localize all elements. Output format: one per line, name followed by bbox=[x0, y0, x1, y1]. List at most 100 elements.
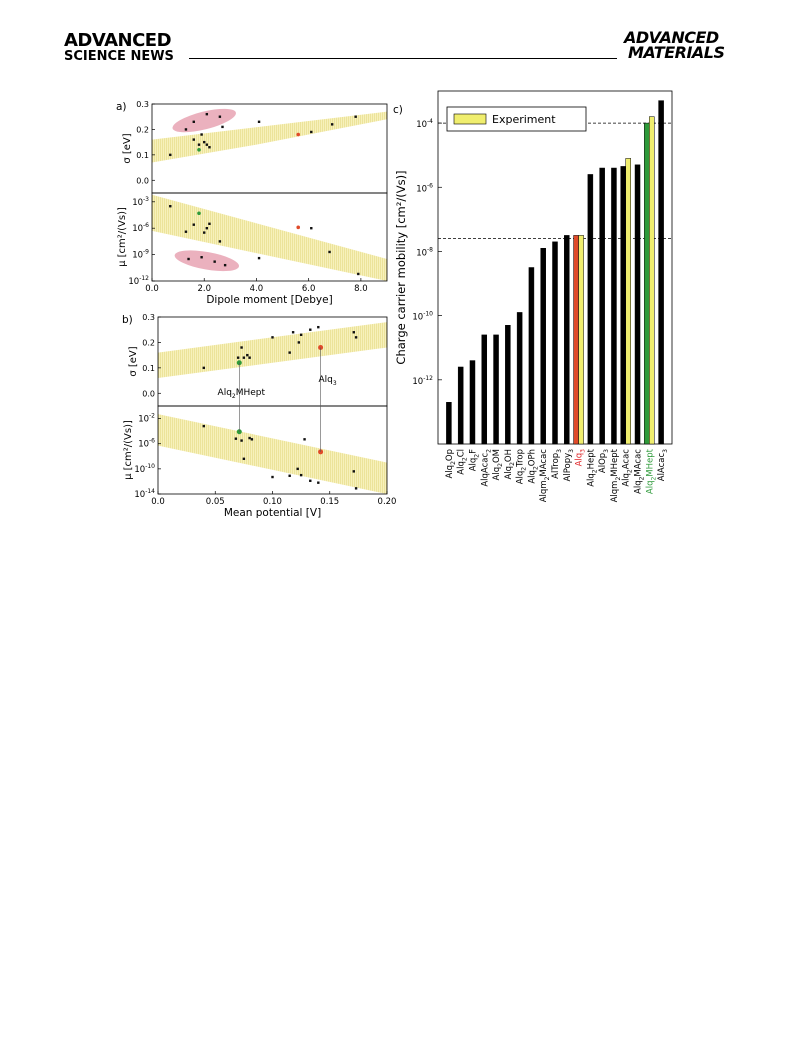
panel-c-category-label-sub: 2 bbox=[509, 462, 516, 466]
panel-c-ytick-label-exp: -10 bbox=[423, 311, 433, 318]
panel-c-bar-simulation bbox=[634, 164, 641, 445]
panel-c-category-label-rest: OM bbox=[492, 449, 502, 463]
panel-c-category-label-base: AlOp bbox=[598, 453, 608, 473]
panel-b-label-red-compound: Alq3 bbox=[318, 375, 336, 387]
panel-b-top-ytick-label: 0.1 bbox=[142, 364, 155, 373]
panel-a-bottom-point bbox=[310, 227, 313, 230]
panel-a-bottom-point bbox=[184, 230, 188, 233]
panel-b-bottom-point bbox=[248, 436, 251, 440]
panel-c-bar-simulation bbox=[493, 334, 499, 445]
panel-b-label-green-compound-sub: 2 bbox=[232, 393, 236, 400]
header-rule bbox=[189, 58, 617, 59]
panel-c-category-label-rest: Cl bbox=[457, 449, 467, 457]
panel-c-ytick-label: 10-12 bbox=[412, 375, 433, 387]
panel-a-top-point bbox=[203, 140, 206, 144]
panel-c-category-label-base: Alq bbox=[445, 465, 455, 479]
panel-b-bottom-point bbox=[317, 481, 320, 484]
panel-c-ytick-label-base: 10 bbox=[416, 184, 427, 194]
panel-c-category-label-base: Alq bbox=[468, 458, 478, 472]
panel-c-category-label-sub: 2 bbox=[485, 449, 492, 453]
panel-a-top-point bbox=[221, 125, 224, 129]
panel-b-bottom-xtick-label: 0.05 bbox=[206, 497, 225, 507]
panel-c-category-label: AlTrop3 bbox=[551, 449, 563, 479]
panel-a-top-ytick-label: 0.1 bbox=[136, 151, 149, 160]
panel-c-bar-simulation bbox=[481, 334, 488, 445]
panel-a-bottom-point bbox=[203, 231, 206, 234]
panel-c-category-label: Alq2OM bbox=[492, 449, 504, 480]
panel-a-top-ylabel: σ [eV] bbox=[122, 133, 133, 163]
panel-b-bottom-xtick-label: 0.0 bbox=[151, 497, 165, 507]
panel-b-top-point bbox=[291, 331, 295, 334]
panel-a-bottom-ytick-label-base: 10 bbox=[132, 198, 143, 208]
panel-c-category-label-base: Alqm bbox=[610, 481, 620, 503]
panel-b-bottom-ytick-label-base: 10 bbox=[138, 440, 149, 450]
panel-b-bottom-point bbox=[296, 467, 299, 471]
panel-c-legend-swatch bbox=[453, 113, 487, 125]
panel-a-bottom-ytick-label-exp: -3 bbox=[143, 196, 149, 203]
panel-b-bottom-point bbox=[234, 437, 238, 440]
panel-b-bottom-ytick-label: 10-10 bbox=[134, 463, 155, 475]
panel-c-ytick-label-exp: -12 bbox=[423, 375, 433, 382]
panel-b-bottom-xtick-label: 0.15 bbox=[320, 497, 339, 507]
panel-b-top-ytick-label: 0.3 bbox=[142, 313, 155, 322]
panel-a-bottom-ytick-label: 10-9 bbox=[132, 249, 149, 261]
panel-b-top-point bbox=[246, 353, 249, 357]
panel-a-top-cluster-ellipse bbox=[172, 108, 236, 133]
panel-a-bottom-point bbox=[169, 205, 172, 208]
panel-b-top-point bbox=[288, 351, 291, 354]
panel-b-top-point bbox=[299, 333, 303, 336]
panel-b-label-red-compound-sub: 3 bbox=[333, 380, 337, 387]
panel-b-top-ylabel: σ [eV] bbox=[128, 346, 139, 376]
panel-c-category-label: Alqm2MHept bbox=[610, 448, 622, 502]
panel-c-bar-simulation bbox=[516, 312, 523, 445]
panel-a-bottom-xtick-label: 2.0 bbox=[197, 284, 211, 294]
panel-c-category-label: Alq2MAcac bbox=[634, 449, 646, 494]
panel-c-ytick-label: 10-8 bbox=[416, 246, 433, 258]
panel-c-bar-experiment bbox=[649, 116, 655, 445]
panel-b-bottom-point bbox=[354, 487, 358, 490]
panel-c-bar-simulation bbox=[540, 247, 546, 445]
panel-a-bottom-ytick-label-base: 10 bbox=[132, 224, 143, 234]
panel-c-category-label-rest: Acac bbox=[622, 449, 632, 470]
panel-b-top-ytick-label: 0.2 bbox=[142, 338, 155, 347]
panel-b-top-point bbox=[352, 331, 355, 334]
panel-c-category-label-rest: Op bbox=[445, 449, 455, 461]
panel-c-category-label: AlOp3 bbox=[598, 449, 610, 473]
panel-a-bottom-point bbox=[357, 272, 360, 276]
panel-b-top-point bbox=[202, 366, 205, 370]
panel-c-category-label: Alq2OPh bbox=[527, 449, 539, 484]
panel-c-bar-simulation bbox=[505, 325, 511, 445]
panel-c-category-label: Alq2F bbox=[468, 449, 480, 471]
panel-b-bottom-point bbox=[309, 479, 312, 482]
panel-b-bottom-xtick-label: 0.20 bbox=[378, 497, 397, 507]
panel-c-category-label-sub: 2 bbox=[544, 476, 551, 480]
panel-a-bottom-ytick-label-exp: -12 bbox=[139, 275, 149, 282]
panel-a-bottom-cluster-ellipse bbox=[174, 250, 240, 272]
panel-c-bar-simulation bbox=[644, 122, 650, 445]
panel-c-ytick-label: 10-6 bbox=[416, 182, 433, 194]
panel-b-top-point bbox=[242, 356, 246, 359]
panel-c-label: c) bbox=[393, 104, 403, 116]
panel-b-bottom-ylabel: μ [cm²/(Vs)] bbox=[123, 420, 134, 480]
panel-b-bottom-point bbox=[271, 475, 274, 479]
panel-a-bottom-point bbox=[192, 223, 195, 226]
panel-c-bar-simulation bbox=[528, 267, 535, 445]
panel-b-top-ytick-label: 0.0 bbox=[142, 389, 155, 398]
panel-c-ytick-label-base: 10 bbox=[412, 313, 423, 323]
panel-a-top-point bbox=[205, 143, 209, 146]
panel-b-bottom-ytick-label-exp: -10 bbox=[145, 463, 155, 470]
panel-a-bottom-ytick-label-exp: -9 bbox=[143, 249, 149, 256]
panel-b-bottom-point bbox=[352, 470, 355, 473]
panel-a-bottom-xtick-label: 4.0 bbox=[250, 284, 264, 294]
panel-a-bottom-point bbox=[200, 256, 203, 259]
panel-c-ytick-label-base: 10 bbox=[416, 248, 427, 258]
panel-b-label-green-compound-rest: MHept bbox=[236, 388, 266, 398]
panel-a-bottom-xtick-label: 0.0 bbox=[145, 284, 159, 294]
journal-name-line1: ADVANCED bbox=[64, 30, 172, 51]
panel-b-bottom-point bbox=[288, 474, 291, 477]
panel-c-category-label-base: Alq bbox=[645, 481, 655, 495]
panel-c-category-label-base: Alq bbox=[575, 453, 585, 467]
panel-c-bar-simulation bbox=[469, 360, 476, 445]
panel-c-category-label: Alq2MHept bbox=[645, 448, 657, 494]
panel-c-category-label: Alq2Trop bbox=[516, 449, 528, 484]
